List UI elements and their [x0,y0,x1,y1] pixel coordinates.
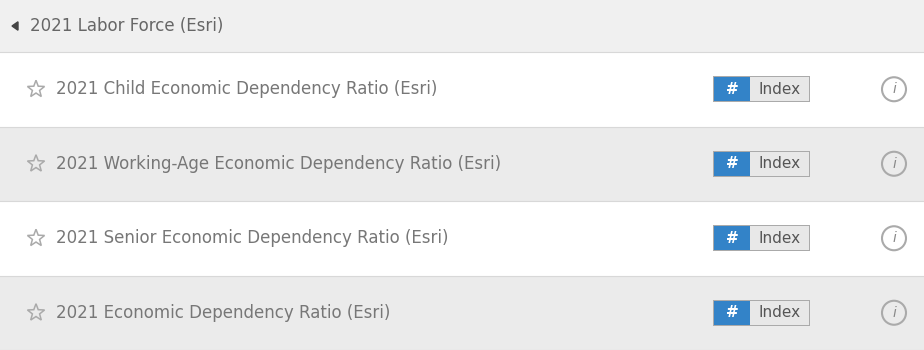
FancyBboxPatch shape [750,226,809,250]
Text: 2021 Senior Economic Dependency Ratio (Esri): 2021 Senior Economic Dependency Ratio (E… [56,229,448,247]
FancyBboxPatch shape [713,76,810,102]
Text: #: # [725,82,738,97]
FancyBboxPatch shape [0,275,924,350]
FancyBboxPatch shape [714,226,750,250]
Text: Index: Index [759,305,800,320]
Text: 2021 Working-Age Economic Dependency Ratio (Esri): 2021 Working-Age Economic Dependency Rat… [56,155,501,173]
FancyBboxPatch shape [0,126,924,201]
FancyBboxPatch shape [750,152,809,176]
Text: i: i [892,82,896,96]
Text: #: # [725,231,738,246]
FancyBboxPatch shape [750,77,809,101]
FancyBboxPatch shape [750,301,809,325]
Text: 2021 Economic Dependency Ratio (Esri): 2021 Economic Dependency Ratio (Esri) [56,304,390,322]
Text: Index: Index [759,231,800,246]
Text: Index: Index [759,82,800,97]
Text: 2021 Labor Force (Esri): 2021 Labor Force (Esri) [30,17,224,35]
Text: i: i [892,306,896,320]
FancyBboxPatch shape [713,225,810,251]
Text: i: i [892,231,896,245]
FancyBboxPatch shape [713,151,810,177]
FancyBboxPatch shape [714,77,750,101]
Text: Index: Index [759,156,800,171]
Text: #: # [725,156,738,171]
Text: 2021 Child Economic Dependency Ratio (Esri): 2021 Child Economic Dependency Ratio (Es… [56,80,437,98]
Polygon shape [12,22,18,30]
Text: i: i [892,157,896,171]
Text: #: # [725,305,738,320]
FancyBboxPatch shape [0,0,924,52]
FancyBboxPatch shape [714,152,750,176]
FancyBboxPatch shape [0,52,924,126]
FancyBboxPatch shape [714,301,750,325]
FancyBboxPatch shape [713,300,810,326]
FancyBboxPatch shape [0,201,924,275]
